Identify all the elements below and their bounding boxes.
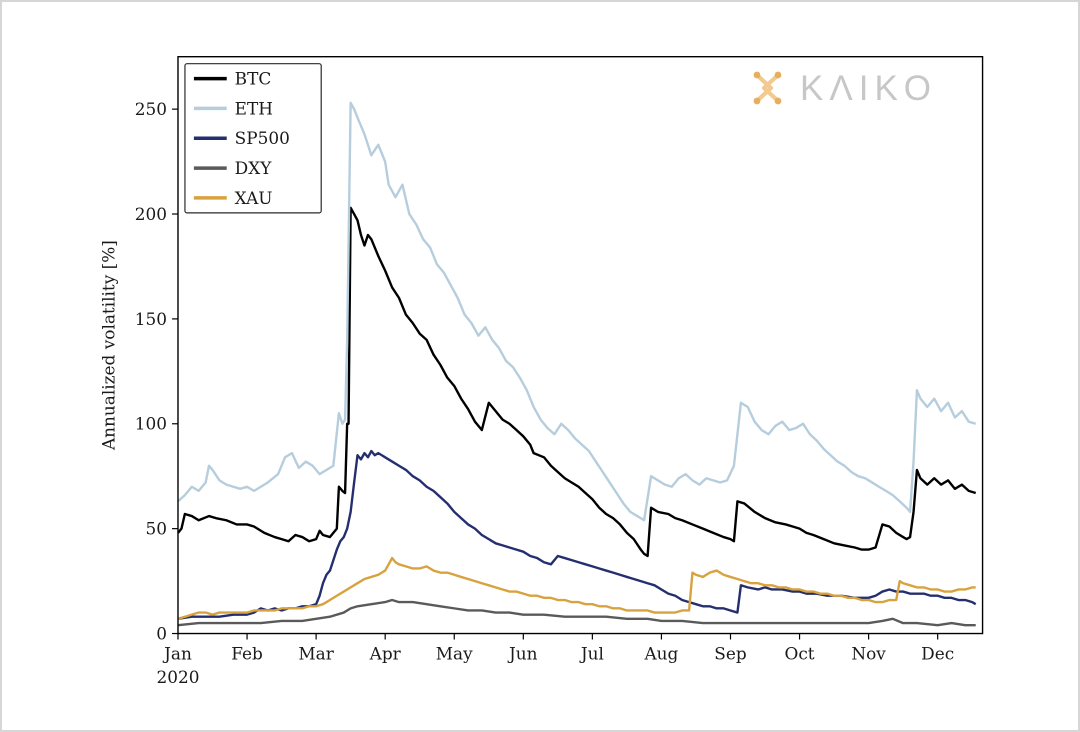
legend-label-eth: ETH bbox=[235, 98, 273, 118]
x-tick-label: Sep bbox=[714, 643, 746, 663]
legend-box bbox=[184, 63, 322, 214]
legend-label-sp500: SP500 bbox=[235, 128, 290, 148]
x-tick-label: May bbox=[436, 643, 473, 663]
plot-border bbox=[177, 56, 984, 635]
series-line-xau bbox=[177, 556, 976, 620]
x-tick-label: Jul bbox=[579, 643, 604, 663]
series-line-dxy bbox=[177, 598, 976, 627]
x-tick-label: Jan bbox=[162, 643, 192, 663]
series-line-btc bbox=[177, 206, 977, 558]
x-axis-year-label: 2020 bbox=[156, 667, 199, 687]
x-tick-label: Aug bbox=[643, 643, 678, 663]
y-tick-label: 50 bbox=[146, 519, 168, 539]
x-tick-label: Mar bbox=[298, 643, 334, 663]
y-axis-title: Annualized volatility [%] bbox=[98, 240, 118, 451]
legend-label-dxy: DXY bbox=[235, 158, 273, 178]
x-tick-label: Nov bbox=[851, 643, 886, 663]
y-tick-label: 250 bbox=[135, 99, 167, 119]
x-tick-label: Dec bbox=[921, 643, 954, 663]
x-tick-label: Jun bbox=[507, 643, 538, 663]
y-tick-label: 100 bbox=[135, 414, 167, 434]
y-tick-label: 0 bbox=[156, 623, 167, 643]
series-line-eth bbox=[177, 101, 977, 522]
legend-label-xau: XAU bbox=[235, 188, 273, 208]
y-tick-label: 150 bbox=[135, 309, 167, 329]
x-tick-label: Feb bbox=[231, 643, 263, 663]
y-tick-label: 200 bbox=[135, 204, 167, 224]
series-line-sp500 bbox=[177, 449, 977, 620]
x-tick-label: Oct bbox=[784, 643, 814, 663]
legend-label-btc: BTC bbox=[235, 69, 272, 89]
x-tick-label: Apr bbox=[369, 643, 402, 663]
